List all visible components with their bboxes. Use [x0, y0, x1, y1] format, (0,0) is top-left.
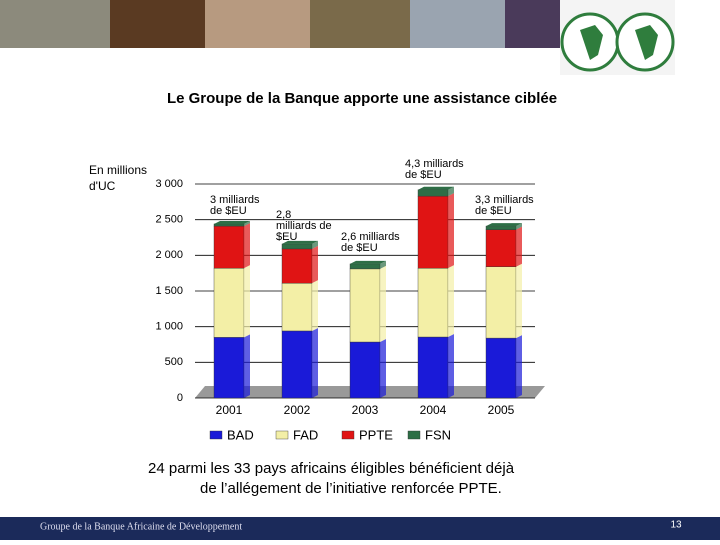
- bar-side: [516, 335, 522, 398]
- photo-strip: [0, 0, 675, 75]
- legend-swatch: [209, 430, 223, 440]
- bar-segment: [213, 267, 245, 338]
- legend-swatch: [275, 430, 289, 440]
- bar-side: [380, 260, 386, 269]
- bar-side: [312, 280, 318, 331]
- bar-top: [214, 220, 250, 224]
- footer-organization: Groupe de la Banque Africaine de Dévelop…: [40, 521, 242, 532]
- x-tick-label: 2004: [420, 403, 447, 417]
- legend-swatch: [341, 430, 355, 440]
- x-tick-label: 2005: [488, 403, 515, 417]
- y-axis-label: En millions: [89, 163, 147, 177]
- x-tick-label: 2003: [352, 403, 379, 417]
- bar-side: [448, 265, 454, 338]
- bar-segment: [349, 341, 381, 399]
- caption: 24 parmi les 33 pays africains éligibles…: [148, 460, 515, 477]
- bar-segment: [417, 189, 449, 197]
- bar-top: [418, 186, 454, 190]
- y-tick-label: 3 000: [155, 178, 183, 190]
- x-tick-label: 2001: [216, 403, 243, 417]
- bar-segment: [281, 248, 313, 284]
- bar-top: [282, 240, 318, 244]
- bar-segment: [417, 336, 449, 399]
- bar-side: [516, 226, 522, 267]
- annotation: 2,6 milliards: [341, 231, 400, 243]
- y-tick-label: 2 000: [155, 249, 183, 261]
- bar-segment: [213, 225, 245, 269]
- bar-side: [312, 327, 318, 398]
- bar-segment: [417, 195, 449, 269]
- bar-side: [448, 334, 454, 398]
- bar-side: [380, 265, 386, 343]
- bar-side: [312, 245, 318, 284]
- bar-side: [312, 240, 318, 249]
- legend-label: FSN: [425, 427, 451, 442]
- y-tick-label: 500: [165, 356, 183, 368]
- bar-side: [244, 265, 250, 338]
- legend-label: PPTE: [359, 427, 393, 442]
- annotation: 3,3 milliards: [475, 194, 534, 206]
- y-tick-label: 1 000: [155, 321, 183, 333]
- bar-segment: [349, 263, 381, 270]
- bar-segment: [349, 268, 381, 343]
- bar-side: [516, 223, 522, 230]
- legend-label: BAD: [227, 427, 254, 442]
- footer-bar: [0, 517, 720, 540]
- y-axis-label: d'UC: [89, 179, 116, 193]
- bar-segment: [213, 223, 245, 227]
- annotation: 3 milliards: [210, 194, 260, 206]
- y-tick-label: 0: [177, 392, 183, 404]
- annotation: de $EU: [405, 169, 442, 181]
- bar-top: [486, 223, 522, 227]
- bar-segment: [485, 225, 517, 230]
- annotation: $EU: [276, 231, 297, 243]
- bar-side: [244, 220, 250, 227]
- bar-segment: [417, 267, 449, 338]
- bar-side: [448, 186, 454, 197]
- legend-label: FAD: [293, 427, 318, 442]
- annotation: de $EU: [475, 205, 512, 217]
- annotation: 2,8: [276, 209, 291, 221]
- bar-segment: [281, 243, 313, 250]
- bar-segment: [485, 266, 517, 339]
- annotation: de $EU: [210, 205, 247, 217]
- y-tick-label: 2 500: [155, 214, 183, 226]
- caption: de l’allégement de l’initiative renforcé…: [200, 480, 502, 497]
- annotation: 4,3 milliards: [405, 158, 464, 170]
- page-number: 13: [670, 520, 682, 531]
- annotation: de $EU: [341, 242, 378, 254]
- bar-segment: [485, 229, 517, 267]
- bar-side: [448, 193, 454, 269]
- y-tick-label: 1 500: [155, 285, 183, 297]
- x-tick-label: 2002: [284, 403, 311, 417]
- bar-side: [244, 334, 250, 398]
- bar-segment: [213, 337, 245, 399]
- bar-side: [380, 339, 386, 398]
- legend-swatch: [407, 430, 421, 440]
- annotation: milliards de: [276, 220, 332, 232]
- bar-side: [244, 223, 250, 269]
- chart-title: Le Groupe de la Banque apporte une assis…: [167, 90, 557, 107]
- bar-segment: [281, 282, 313, 332]
- bar-segment: [485, 337, 517, 399]
- bar-segment: [281, 330, 313, 399]
- bar-side: [516, 263, 522, 339]
- bar-top: [350, 260, 386, 264]
